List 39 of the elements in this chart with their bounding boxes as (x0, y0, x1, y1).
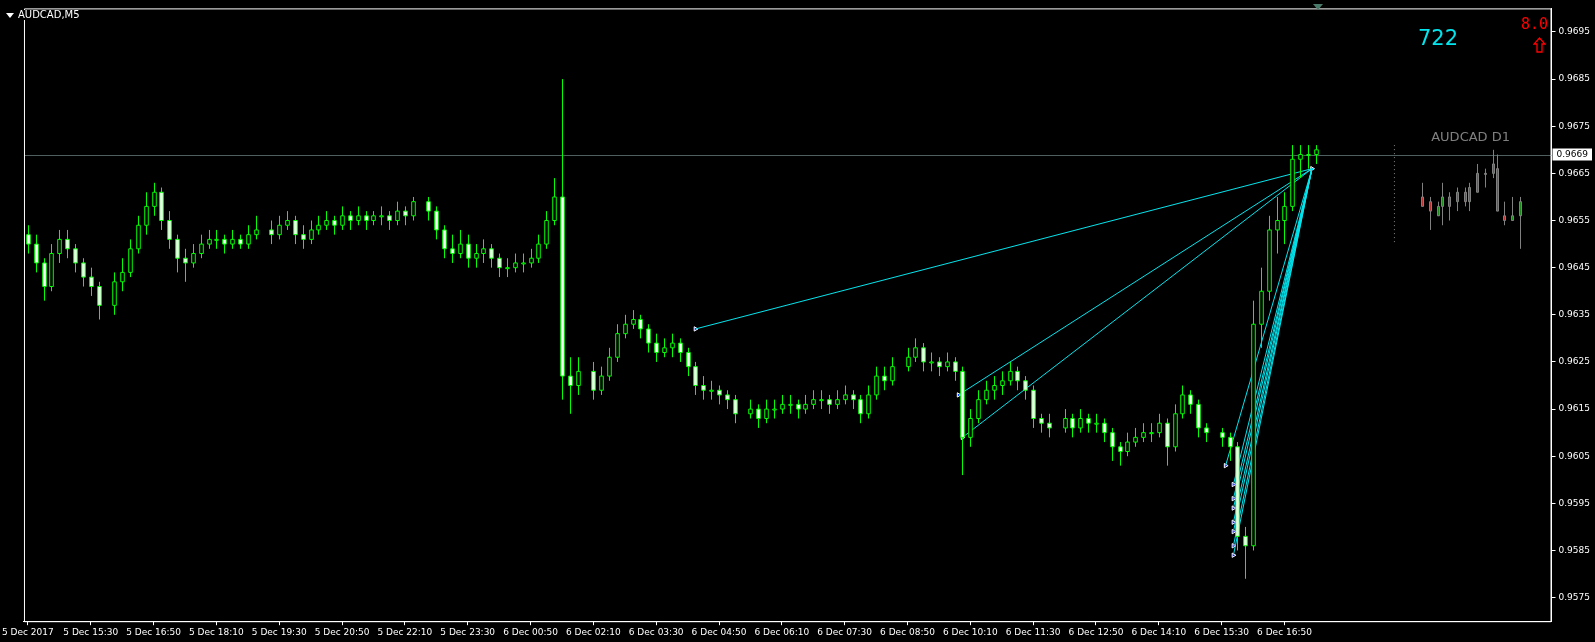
y-tick-label: 0.9645 (1558, 262, 1591, 273)
annotation: 722 (1418, 26, 1459, 50)
chart-title: AUDCAD,M5 (17, 9, 81, 20)
x-tick-label: 5 Dec 2017 (2, 626, 54, 637)
x-tick-label: 5 Dec 19:30 (251, 626, 307, 637)
x-tick-label: 6 Dec 02:10 (565, 626, 622, 637)
x-tick-label: 6 Dec 16:50 (1257, 626, 1313, 637)
y-tick-label: 0.9655 (1558, 214, 1591, 225)
y-tick-label: 0.9695 (1558, 26, 1591, 37)
y-tick-label: 0.9615 (1558, 403, 1591, 414)
y-tick-label: 0.9685 (1558, 73, 1591, 84)
x-tick-label: 6 Dec 03:30 (628, 626, 684, 637)
x-tick-label: 6 Dec 11:30 (1005, 626, 1061, 637)
x-tick-label: 6 Dec 04:50 (691, 626, 747, 637)
y-tick-label: 0.9675 (1558, 120, 1591, 131)
x-tick-label: 6 Dec 08:50 (880, 626, 936, 637)
x-tick-label: 5 Dec 22:10 (377, 626, 433, 637)
y-tick-label: 0.9595 (1558, 497, 1591, 508)
y-tick-label: 0.9635 (1558, 309, 1591, 320)
x-tick-label: 6 Dec 15:30 (1194, 626, 1250, 637)
series-label: AUDCAD D1 (1431, 128, 1511, 144)
x-tick-label: 6 Dec 06:10 (754, 626, 810, 637)
x-tick-label: 5 Dec 18:10 (188, 626, 245, 637)
x-tick-label: 5 Dec 20:50 (314, 626, 370, 637)
x-tick-label: 6 Dec 12:50 (1068, 626, 1124, 637)
x-tick-label: 5 Dec 16:50 (126, 626, 182, 637)
annotation: 8.0 (1521, 15, 1549, 33)
x-tick-label: 5 Dec 23:30 (440, 626, 496, 637)
x-tick-label: 6 Dec 07:30 (817, 626, 873, 637)
ref-line-label: 0.9669 (1556, 149, 1589, 160)
x-tick-label: 5 Dec 15:30 (63, 626, 119, 637)
y-tick-label: 0.9625 (1558, 356, 1591, 367)
x-tick-label: 6 Dec 10:10 (942, 626, 998, 637)
y-tick-label: 0.9605 (1558, 450, 1591, 461)
y-tick-label: 0.9665 (1558, 167, 1591, 178)
x-tick-label: 6 Dec 14:10 (1131, 626, 1187, 637)
y-tick-label: 0.9575 (1558, 591, 1591, 602)
x-tick-label: 6 Dec 00:50 (503, 626, 559, 637)
y-tick-label: 0.9585 (1558, 544, 1591, 555)
